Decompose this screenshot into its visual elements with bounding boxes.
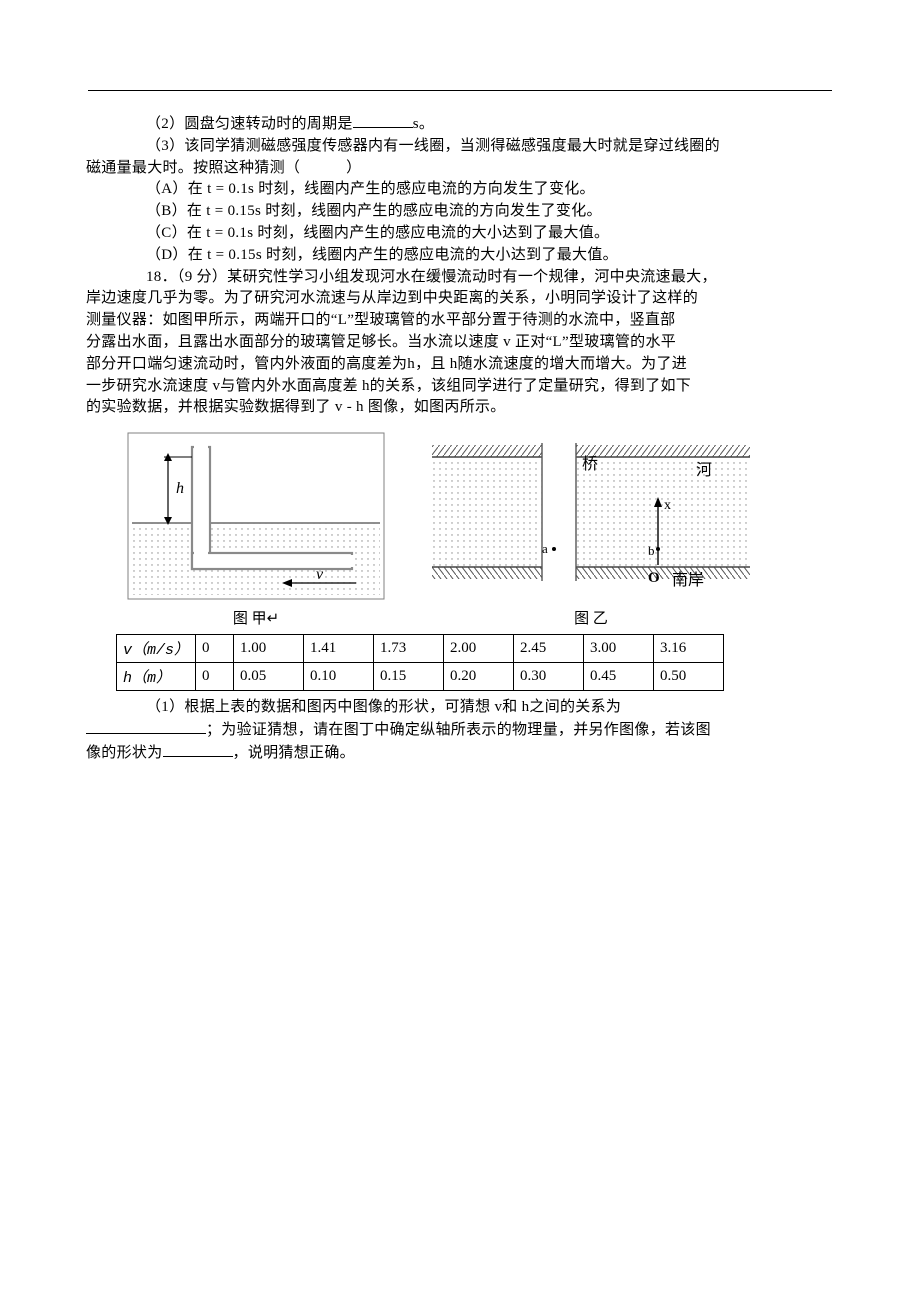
fig2-river-label: 河 — [696, 461, 712, 479]
q18-p2: 岸边速度几乎为零。为了研究河水流速与从岸边到中央距离的关系，小明同学设计了这样的 — [86, 288, 834, 310]
fig2-b-label: b — [648, 543, 655, 558]
table-row-v: v（m/s） 0 1.00 1.41 1.73 2.00 2.45 3.00 3… — [117, 635, 724, 663]
q18-blank1 — [86, 719, 206, 734]
q2-text-a: （2）圆盘匀速转动时的周期是 — [146, 116, 353, 132]
q3-intro-a: （3）该同学猜测磁感强度传感器内有一线圈，当测得磁感强度最大时就是穿过线圈的 — [86, 136, 834, 158]
q3-intro-b: 磁通量最大时。按照这种猜测（ ） — [86, 158, 834, 180]
q2-blank — [353, 113, 413, 128]
row-v-hdr: v（m/s） — [117, 635, 196, 663]
fig2-bridge-label: 桥 — [582, 455, 598, 473]
fig1-h-label: h — [176, 480, 184, 497]
q18-sub1-l1: （1）根据上表的数据和图丙中图像的形状，可猜想 v和 h之间的关系为 — [86, 697, 834, 719]
q18-sub1-l2: ；为验证猜想，请在图丁中确定纵轴所表示的物理量，并另作图像，若该图 — [86, 719, 834, 742]
q18-p5: 部分开口端匀速流动时，管内外液面的高度差为h，且 h随水流速度的增大而增大。为了… — [86, 354, 834, 376]
q18-p7: 的实验数据，并根据实验数据得到了 v - h 图像，如图丙所示。 — [86, 397, 834, 419]
q18-blank2 — [163, 742, 233, 757]
fig2-o-label: O — [648, 570, 660, 586]
figure-yi: 桥 河 x a b O 南岸 — [426, 431, 756, 601]
figure-jia: h v — [126, 431, 386, 601]
q3-opt-c: （C）在 t = 0.1s 时刻，线圈内产生的感应电流的大小达到了最大值。 — [86, 223, 834, 245]
q18-p4: 分露出水面，且露出水面部分的玻璃管足够长。当水流以速度 v 正对“L”型玻璃管的… — [86, 332, 834, 354]
fig2-south-label: 南岸 — [672, 571, 704, 589]
table-row-h: h（m） 0 0.05 0.10 0.15 0.20 0.30 0.45 0.5… — [117, 663, 724, 691]
figures-row: h v 图 甲↵ — [126, 431, 834, 628]
q18-p6: 一步研究水流速度 v与管内外水面高度差 h的关系，该组同学进行了定量研究，得到了… — [86, 376, 834, 398]
figcap-1: 图 甲↵ — [233, 607, 279, 628]
top-divider — [88, 90, 832, 91]
q18-p1: 18．（9 分）某研究性学习小组发现河水在缓慢流动时有一个规律，河中央流速最大， — [86, 267, 834, 289]
fig2-a-label: a — [542, 541, 548, 556]
row-h-hdr: h（m） — [117, 663, 196, 691]
fig2-x-label: x — [664, 498, 671, 513]
q2-line: （2）圆盘匀速转动时的周期是 s。 — [86, 113, 834, 136]
q18-p3: 测量仪器：如图甲所示，两端开口的“L”型玻璃管的水平部分置于待测的水流中，竖直部 — [86, 310, 834, 332]
q18-sub1-l3: 像的形状为，说明猜想正确。 — [86, 742, 834, 765]
q3-opt-d: （D）在 t = 0.15s 时刻，线圈内产生的感应电流的大小达到了最大值。 — [86, 245, 834, 267]
q3-opt-b: （B）在 t = 0.15s 时刻，线圈内产生的感应电流的方向发生了变化。 — [86, 201, 834, 223]
q3-opt-a: （A）在 t = 0.1s 时刻，线圈内产生的感应电流的方向发生了变化。 — [86, 179, 834, 201]
fig1-v-label: v — [316, 566, 324, 583]
data-table: v（m/s） 0 1.00 1.41 1.73 2.00 2.45 3.00 3… — [116, 634, 724, 691]
figcap-2: 图 乙 — [574, 607, 608, 628]
q2-text-b: s。 — [413, 116, 434, 132]
